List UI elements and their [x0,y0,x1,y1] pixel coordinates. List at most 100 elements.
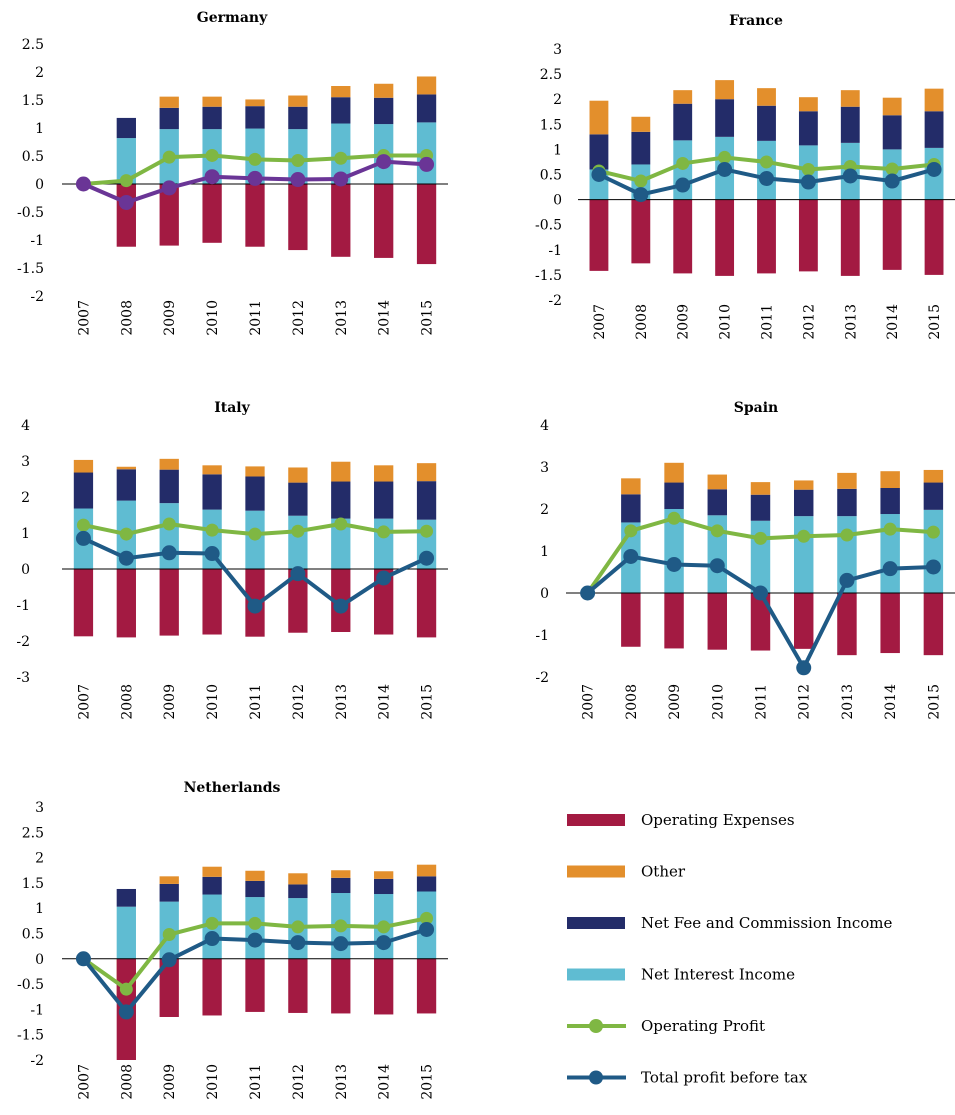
bar-net-interest [757,140,776,200]
x-tick-label: 2013 [334,1064,350,1100]
y-tick-label: 1.5 [540,117,562,133]
bar-net-fee [159,883,179,902]
legend-label: Total profit before tax [641,1069,808,1087]
point-operating-profit [205,916,219,930]
bar-net-fee [715,99,735,137]
point-operating-profit [377,525,391,539]
bar-other [202,465,222,475]
bar-other [331,870,351,878]
point-operating-profit [162,517,176,531]
legend-item-net-fee: Net Fee and Commission Income [567,914,893,932]
point-operating-profit [205,148,219,162]
point-total-profit [882,561,898,577]
bar-net-fee [288,106,308,130]
bar-other [159,96,179,108]
y-tick-label: 1 [35,121,44,137]
x-tick-label: 2012 [291,1064,307,1100]
y-tick-label: 0 [35,177,44,193]
bar-operating-expenses [798,199,818,272]
y-tick-label: 0 [553,193,562,209]
point-operating-profit [883,522,897,536]
bar-operating-expenses [416,184,437,265]
legend-label: Operating Expenses [641,811,795,829]
bar-net-interest [116,906,136,959]
point-operating-profit [119,982,133,996]
y-tick-label: 2 [553,92,562,108]
bar-other [707,474,728,490]
point-total-profit [290,566,306,582]
bar-net-fee [374,481,394,519]
y-tick-label: 1 [21,526,30,542]
bar-other [589,100,609,135]
point-total-profit [419,550,435,566]
y-tick-label: -2 [30,1053,44,1069]
bar-net-interest [750,520,771,593]
x-tick-label: 2009 [162,300,178,336]
point-operating-profit [205,523,219,537]
point-total-profit [247,932,263,948]
point-total-profit [419,921,435,937]
bar-net-fee [631,131,651,165]
legend-item-operating-profit: Operating Profit [567,1017,765,1035]
chart-title: Netherlands [184,780,281,796]
point-operating-profit [291,920,305,934]
bar-other [245,466,265,477]
bar-net-fee [202,876,222,895]
point-operating-profit [162,150,176,164]
bar-operating-expenses [882,199,902,270]
bar-net-fee [116,888,136,907]
legend-label: Net Fee and Commission Income [641,914,893,932]
bar-operating-expenses [288,569,308,633]
point-operating-profit [801,162,815,176]
point-total-profit [118,550,134,566]
bar-net-interest [923,509,944,593]
bar-net-interest [793,516,814,593]
x-tick-label: 2008 [119,1064,135,1100]
point-total-profit [800,174,816,190]
y-tick-label: -1 [535,628,549,644]
point-total-profit [290,172,306,188]
point-total-profit [75,530,91,546]
bar-net-fee [880,488,900,515]
bar-other [331,86,351,98]
chart-italy: Italy 4 3 2 1 0 -1 -2 -3 2007 2008 2009 2010 2011 2012… [16,400,448,720]
x-tick-label: 2008 [634,304,650,340]
x-tick-label: 2011 [760,304,776,340]
bar-operating-expenses [837,593,857,656]
bar-operating-expenses [664,593,684,649]
bar-operating-expenses [880,593,900,654]
point-total-profit [666,556,682,572]
chart-france: France 3 2.5 2 1.5 1 0.5 0 -0.5 -1 -1.5 -2 2007 2008 2… [535,13,955,340]
bar-operating-expenses [374,569,394,635]
bar-net-fee [374,97,394,125]
y-tick-label: 2 [35,851,44,867]
x-tick-label: 2011 [248,300,264,336]
point-total-profit [247,598,263,614]
x-tick-label: 2010 [710,684,726,720]
bar-operating-expenses [924,199,944,275]
point-total-profit [884,173,900,189]
x-tick-label: 2007 [592,304,608,340]
x-tick-label: 2009 [162,1064,178,1100]
bar-other [416,463,437,482]
chart-netherlands: Netherlands 3 2.5 2 1.5 1 0.5 0 -0.5 -1 -1.5 -2 2007… [17,780,448,1100]
legend: Operating Expenses Other Net Fee and Commi… [567,811,893,1087]
x-tick-label: 2007 [581,684,597,720]
x-tick-label: 2007 [76,300,92,336]
bar-other [798,97,818,112]
y-tick-label: 1 [35,901,44,917]
bar-other [880,471,900,488]
x-tick-label: 2007 [76,1064,92,1100]
bar-net-fee [159,107,179,130]
bar-other [331,461,351,482]
y-tick-label: 3 [35,800,44,816]
point-operating-profit [885,162,899,176]
y-tick-label: 2 [21,490,30,506]
bar-net-fee [288,884,308,899]
point-operating-profit [119,527,133,541]
x-tick-label: 2008 [624,684,640,720]
y-tick-label: 1 [553,142,562,158]
point-operating-profit [718,150,732,164]
x-tick-label: 2013 [843,304,859,340]
